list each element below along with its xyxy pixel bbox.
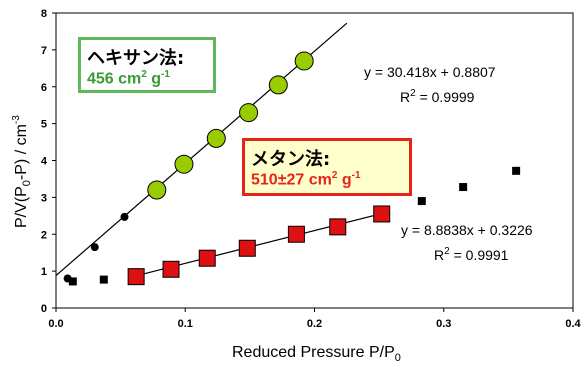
methane-method-box: メタン法: 510±27 cm2 g-1 xyxy=(242,138,412,196)
red-square-point xyxy=(198,249,216,267)
red-square-point xyxy=(287,225,305,243)
black-square-point xyxy=(417,197,426,206)
green-circle-point xyxy=(294,51,314,71)
black-square-point xyxy=(99,275,108,284)
hexane-method-title: ヘキサン法: xyxy=(87,48,185,69)
y-tick-label: 7 xyxy=(41,45,47,57)
y-tick-label: 2 xyxy=(41,229,47,241)
y-tick-label: 3 xyxy=(41,192,47,204)
x-tick-label: 0.4 xyxy=(565,318,581,330)
y-axis-label: P/V(P0-P) / cm-3 xyxy=(11,115,33,228)
y-tick-label: 6 xyxy=(41,82,47,94)
y-tick-label: 5 xyxy=(41,119,47,131)
methane-r2: R2 = 0.9991 xyxy=(434,246,509,263)
x-axis-label: Reduced Pressure P/P0 xyxy=(232,344,401,364)
y-tick-label: 8 xyxy=(41,8,47,20)
plot-frame xyxy=(52,12,574,312)
black-square-point xyxy=(459,183,468,192)
y-tick-label: 1 xyxy=(41,266,47,278)
red-square-point xyxy=(329,218,347,236)
black-square-point xyxy=(512,166,521,175)
methane-equation: y = 8.8838x + 0.3226 xyxy=(401,222,533,238)
x-tick-label: 0.0 xyxy=(48,318,63,330)
hexane-surface-area: 456 cm2 g-1 xyxy=(87,69,170,88)
data-points xyxy=(63,51,521,286)
red-square-point xyxy=(373,205,391,223)
tick-labels: 0 1 2 3 4 5 6 7 8 0.0 0.1 0.2 0.3 0.4 xyxy=(41,8,582,330)
green-circle-point xyxy=(174,154,194,174)
green-circle-point xyxy=(147,180,167,200)
black-circle-point xyxy=(120,212,129,221)
y-tick-label: 4 xyxy=(41,156,48,168)
methane-method-title: メタン法: xyxy=(251,149,331,170)
red-square-point xyxy=(127,268,145,286)
green-circle-point xyxy=(239,103,259,123)
y-tick-label: 0 xyxy=(41,303,47,315)
black-square-point xyxy=(68,277,77,286)
green-circle-point xyxy=(268,75,288,95)
x-tick-label: 0.1 xyxy=(178,318,193,330)
red-square-point xyxy=(162,260,180,278)
x-tick-label: 0.2 xyxy=(307,318,322,330)
black-circle-point xyxy=(90,243,99,252)
green-circle-point xyxy=(206,128,226,148)
hexane-r2: R2 = 0.9999 xyxy=(400,88,475,105)
hexane-method-box: ヘキサン法: 456 cm2 g-1 xyxy=(78,37,216,93)
hexane-equation: y = 30.418x + 0.8807 xyxy=(364,64,496,80)
x-tick-label: 0.3 xyxy=(436,318,451,330)
methane-surface-area: 510±27 cm2 g-1 xyxy=(251,170,361,189)
red-square-point xyxy=(238,239,256,257)
